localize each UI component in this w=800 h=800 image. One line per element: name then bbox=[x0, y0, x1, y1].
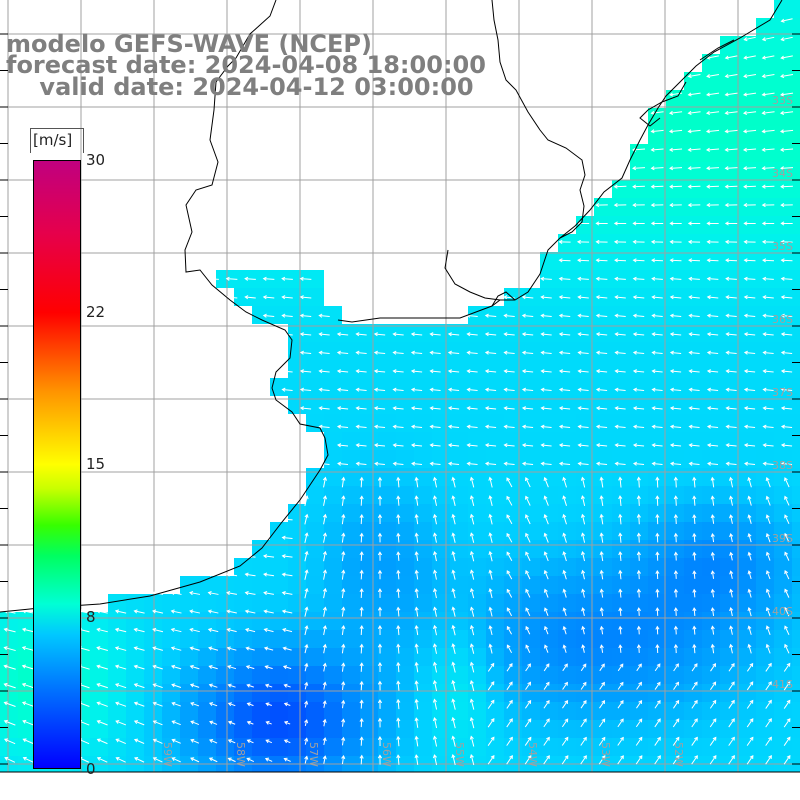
colorbar-tick-30: 30 bbox=[86, 151, 106, 169]
colorbar-tick-15: 15 bbox=[86, 455, 106, 473]
lon-label: 55W bbox=[453, 742, 466, 767]
lat-label: 36S bbox=[772, 313, 793, 326]
coastline-inland bbox=[444, 0, 735, 307]
lon-label: 52W bbox=[672, 742, 685, 767]
grid-labels: 33S 34S 35S 36S 37S 38S 39S 40S 41S 59W 58W 57W 56W 5… bbox=[161, 94, 793, 767]
title-valid-date: valid date: 2024-04-12 03:00:00 bbox=[6, 73, 474, 101]
lon-label: 57W bbox=[307, 742, 320, 767]
colorbar bbox=[33, 160, 81, 769]
lat-label: 41S bbox=[772, 678, 793, 691]
title-model: modelo GEFS-WAVE (NCEP) bbox=[6, 30, 372, 58]
wind-arrows bbox=[3, 18, 794, 766]
lon-label: 54W bbox=[526, 742, 539, 767]
lat-label: 35S bbox=[772, 240, 793, 253]
lat-label: 34S bbox=[772, 167, 793, 180]
lon-label: 58W bbox=[234, 742, 247, 767]
title-forecast-date: forecast date: 2024-04-08 18:00:00 bbox=[6, 51, 486, 79]
colorbar-unit-frame bbox=[30, 128, 84, 153]
colorbar-tick-0: 0 bbox=[86, 760, 96, 778]
colorbar-tick-22: 22 bbox=[86, 303, 106, 321]
lon-label: 56W bbox=[380, 742, 393, 767]
lon-label: 59W bbox=[161, 742, 174, 767]
colorbar-unit: [m/s] bbox=[33, 131, 73, 149]
lat-label: 37S bbox=[772, 386, 793, 399]
coastline bbox=[0, 0, 783, 613]
lat-label: 40S bbox=[772, 605, 793, 618]
lat-label: 33S bbox=[772, 94, 793, 107]
lon-label: 53W bbox=[599, 742, 612, 767]
colorbar-tick-8: 8 bbox=[86, 608, 96, 626]
lat-label: 39S bbox=[772, 532, 793, 545]
lat-label: 38S bbox=[772, 459, 793, 472]
